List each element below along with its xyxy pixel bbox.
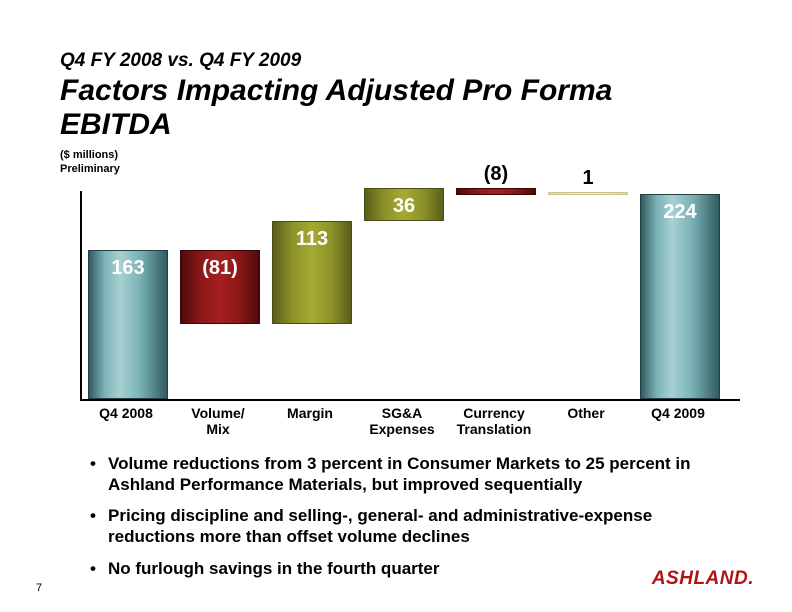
bar-value-label: (8) (457, 163, 535, 186)
bullet-list: Volume reductions from 3 percent in Cons… (90, 453, 732, 579)
waterfall-bar: 36 (364, 188, 444, 221)
category-label: Margin (270, 405, 350, 421)
note-line-2: Preliminary (60, 163, 120, 175)
bar-value-label: 36 (365, 195, 443, 218)
category-label: Volume/Mix (178, 405, 258, 437)
bullet-item: Volume reductions from 3 percent in Cons… (90, 453, 710, 496)
note-line-1: ($ millions) (60, 149, 118, 161)
slide-title: Factors Impacting Adjusted Pro Forma EBI… (60, 74, 732, 142)
waterfall-bar: 113 (272, 221, 352, 324)
bar-value-label: 1 (549, 167, 627, 190)
category-label: Q4 2008 (86, 405, 166, 421)
waterfall-bar: (8) (456, 188, 536, 195)
bullet-item: Pricing discipline and selling-, general… (90, 505, 710, 548)
waterfall-bar: 163 (88, 250, 168, 399)
slide: Q4 FY 2008 vs. Q4 FY 2009 Factors Impact… (0, 0, 792, 612)
logo-dot: . (748, 568, 754, 589)
waterfall-chart: 163 (81) 113 36 (8) 1 224 (80, 191, 740, 401)
waterfall-bar: 1 (548, 192, 628, 195)
category-label: Q4 2009 (638, 405, 718, 421)
brand-logo: ASHLAND. (652, 568, 754, 590)
category-label: SG&AExpenses (362, 405, 442, 437)
page-number: 7 (36, 582, 42, 594)
bar-value-label: 224 (641, 201, 719, 224)
category-label: CurrencyTranslation (454, 405, 534, 437)
waterfall-bar: (81) (180, 250, 260, 324)
slide-note: ($ millions) Preliminary (60, 148, 732, 177)
logo-text: ASHLAND (652, 568, 748, 589)
waterfall-bar: 224 (640, 194, 720, 399)
bar-value-label: (81) (181, 257, 259, 280)
slide-subtitle: Q4 FY 2008 vs. Q4 FY 2009 (60, 50, 732, 72)
bar-value-label: 163 (89, 257, 167, 280)
category-label: Other (546, 405, 626, 421)
bullet-item: No furlough savings in the fourth quarte… (90, 558, 710, 579)
bar-value-label: 113 (273, 228, 351, 251)
